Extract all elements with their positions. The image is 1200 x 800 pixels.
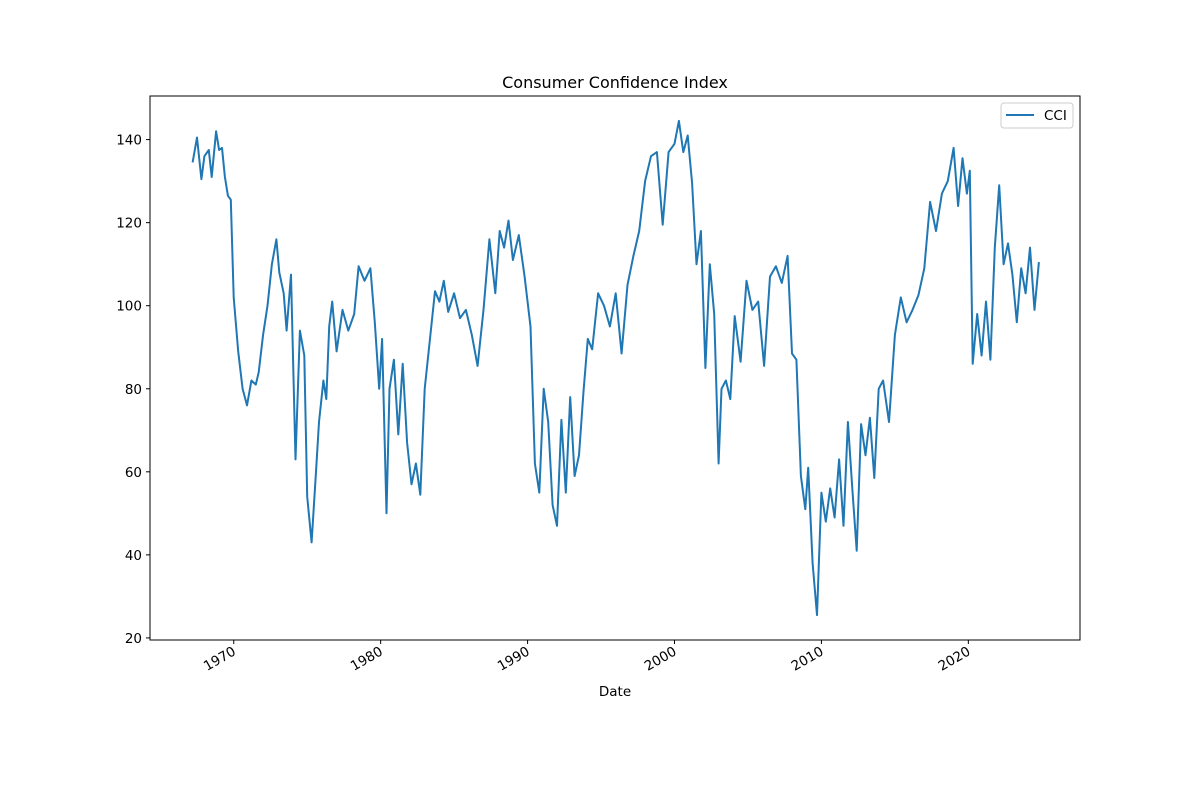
chart-title: Consumer Confidence Index: [502, 73, 728, 92]
y-tick-label: 100: [116, 299, 142, 315]
legend: CCI: [1000, 102, 1074, 129]
y-tick-label: 20: [125, 631, 142, 647]
y-tick-label: 40: [125, 548, 142, 564]
y-tick-label: 80: [125, 382, 142, 398]
axes-frame: [149, 95, 1081, 641]
legend-box: [1000, 102, 1074, 129]
plot-area: [191, 119, 1040, 617]
y-tick-label: 140: [116, 133, 142, 149]
x-axis-label: Date: [599, 684, 631, 700]
y-tick-label: 60: [125, 465, 142, 481]
y-tick-label: 120: [116, 216, 142, 232]
series-line-cci: [191, 119, 1040, 617]
legend-label-cci: CCI: [1044, 108, 1067, 124]
axis-ticks: 1970 1980 1990 2000 2010 20202040608010012014…: [116, 133, 973, 675]
